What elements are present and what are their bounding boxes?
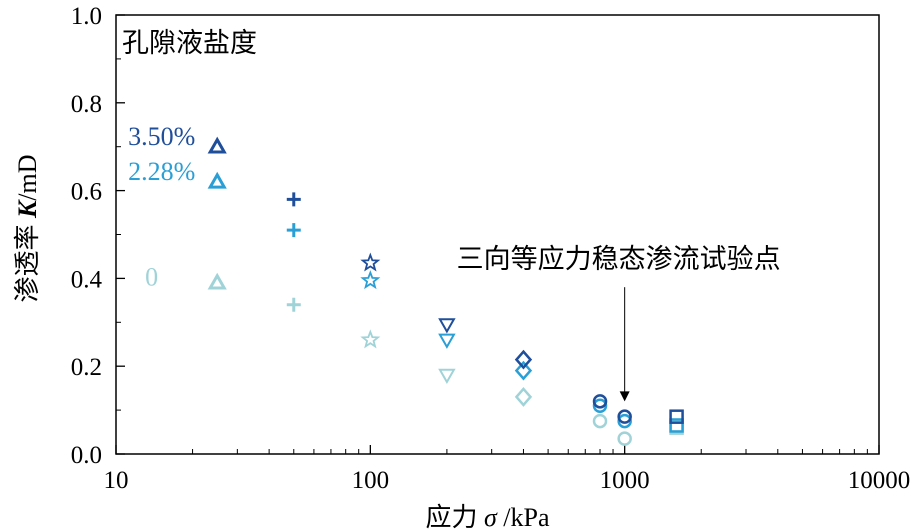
plus-marker	[286, 297, 301, 312]
circle-marker	[592, 398, 608, 413]
x-axis-label: 应力 σ /kPa	[425, 503, 550, 530]
y-tick-label: 0.0	[71, 442, 102, 469]
circle-marker	[592, 413, 608, 429]
circle-marker	[617, 413, 632, 429]
y-tick-label: 0.6	[71, 179, 102, 206]
x-tick-label: 1000	[600, 467, 650, 494]
diamond-marker	[514, 349, 533, 370]
annotation-arrow-head	[619, 391, 630, 402]
x-tick-label: 100	[352, 467, 390, 494]
plot-frame	[115, 14, 880, 455]
circle-marker	[617, 409, 632, 424]
triangle-up-marker	[207, 136, 227, 154]
diamond-marker	[514, 387, 533, 407]
series-label: 2.28%	[128, 157, 195, 186]
series-label: 3.50%	[128, 122, 195, 151]
series-group	[207, 171, 684, 433]
triangle-down-marker	[438, 333, 456, 349]
chart-labels: 10 100 1000 10000 0.0 0.2 0.4 0.6 0.8 1.0 应力 σ /kP…	[13, 3, 910, 530]
triangle-down-marker	[438, 368, 456, 384]
triangle-down-marker	[438, 318, 456, 334]
square-marker	[669, 409, 684, 424]
triangle-up-marker	[207, 171, 227, 189]
series-label: 0	[145, 262, 158, 291]
diamond-marker	[514, 360, 533, 381]
y-tick-label: 0.4	[71, 266, 103, 293]
y-tick-label: 0.8	[71, 91, 102, 118]
triangle-up-marker	[207, 272, 227, 290]
series-group	[207, 136, 684, 424]
data-marks	[207, 136, 684, 446]
circle-marker	[592, 394, 608, 409]
plus-marker	[286, 223, 301, 238]
star-marker	[360, 270, 381, 290]
plot-area	[115, 14, 880, 455]
star-marker	[360, 329, 381, 349]
y-axis-label: 渗透率 K/mD	[13, 154, 42, 302]
y-tick-label: 0.2	[71, 354, 102, 381]
series-group	[207, 272, 684, 446]
legend-title: 孔隙液盐度	[122, 28, 257, 58]
circle-marker	[617, 431, 632, 446]
x-tick-label: 10	[104, 467, 129, 494]
annotation-text: 三向等应力稳态渗流试验点	[457, 244, 781, 274]
square-marker	[669, 418, 684, 433]
star-marker	[360, 252, 381, 272]
plus-marker	[286, 192, 301, 207]
y-tick-label: 1.0	[71, 3, 102, 30]
x-tick-label: 10000	[848, 467, 911, 494]
